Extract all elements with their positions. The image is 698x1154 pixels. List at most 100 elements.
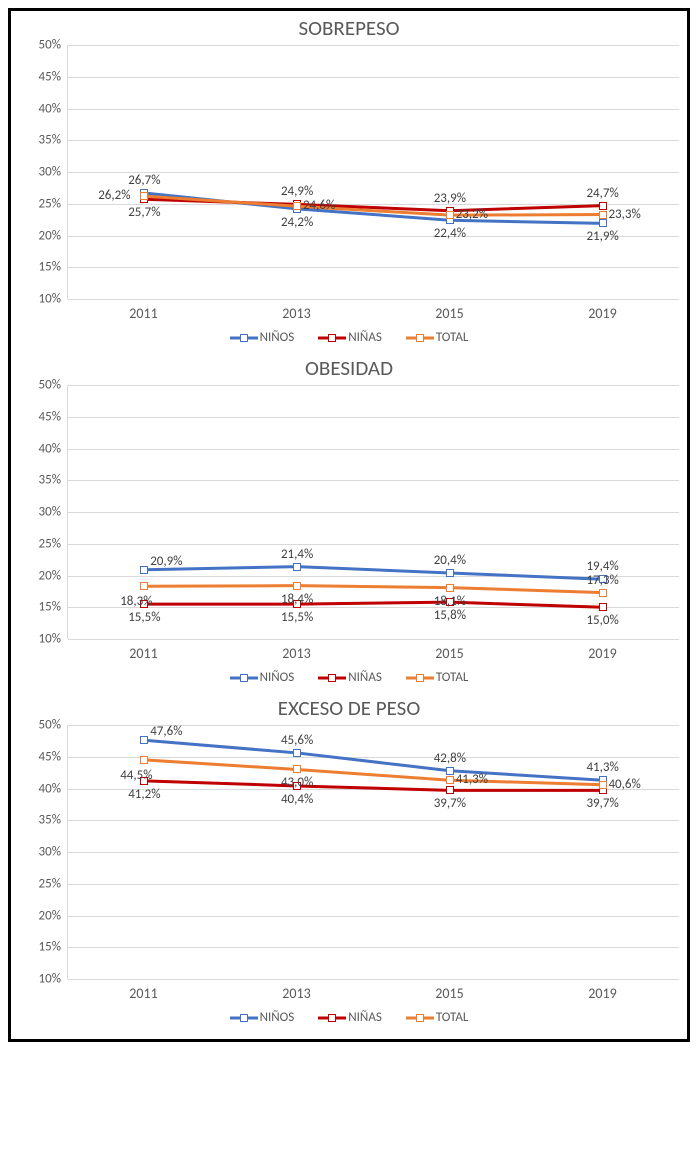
marker-ninos: [293, 205, 301, 213]
chart-frame: SOBREPESO10%15%20%25%30%35%40%45%50%26,7…: [8, 8, 690, 1042]
legend: NIÑOSNIÑASTOTAL: [19, 662, 679, 689]
plot-area: 47,6%45,6%42,8%41,3%41,2%40,4%39,7%39,7%…: [67, 725, 679, 979]
data-label-total: 26,2%: [98, 188, 130, 203]
grid-line: [68, 916, 679, 917]
marker-ninos: [293, 749, 301, 757]
data-label-ninas: 24,7%: [586, 186, 618, 201]
marker-ninos: [140, 189, 148, 197]
legend-item-ninas: NIÑAS: [318, 1010, 382, 1025]
marker-ninas: [446, 207, 454, 215]
data-label-total: 23,2%: [456, 207, 488, 222]
data-label-ninos: 21,9%: [586, 229, 618, 244]
data-label-ninas: 24,9%: [281, 184, 313, 199]
legend-item-total: TOTAL: [406, 1010, 469, 1025]
x-tick: 2015: [373, 645, 526, 662]
data-label-ninos: 19,4%: [586, 559, 618, 574]
y-tick: 15%: [39, 600, 61, 615]
grid-line: [68, 267, 679, 268]
grid-line: [68, 512, 679, 513]
x-tick: 2019: [526, 305, 679, 322]
grid-line: [68, 385, 679, 386]
y-axis: 10%15%20%25%30%35%40%45%50%: [19, 385, 67, 639]
grid-line: [68, 757, 679, 758]
chart-title: OBESIDAD: [19, 355, 679, 381]
grid-line: [68, 172, 679, 173]
chart-obesidad: OBESIDAD10%15%20%25%30%35%40%45%50%20,9%…: [19, 355, 679, 689]
data-label-ninos: 41,3%: [586, 760, 618, 775]
grid-line: [68, 77, 679, 78]
marker-total: [599, 781, 607, 789]
x-tick: 2015: [373, 305, 526, 322]
y-tick: 40%: [39, 781, 61, 796]
marker-ninos: [446, 216, 454, 224]
grid-line: [68, 607, 679, 608]
y-tick: 25%: [39, 196, 61, 211]
plot-wrap: 10%15%20%25%30%35%40%45%50%20,9%21,4%20,…: [19, 381, 679, 639]
y-tick: 30%: [39, 505, 61, 520]
legend-item-ninas: NIÑAS: [318, 330, 382, 345]
legend-swatch: [230, 1014, 258, 1022]
marker-total: [446, 211, 454, 219]
y-tick: 45%: [39, 69, 61, 84]
y-tick: 20%: [39, 568, 61, 583]
y-tick: 25%: [39, 876, 61, 891]
grid-line: [68, 544, 679, 545]
data-label-total: 44,5%: [120, 768, 152, 783]
data-label-ninos: 24,2%: [281, 215, 313, 230]
data-label-ninos: 20,9%: [150, 554, 182, 569]
marker-ninos: [140, 566, 148, 574]
plot-wrap: 10%15%20%25%30%35%40%45%50%47,6%45,6%42,…: [19, 721, 679, 979]
y-axis: 10%15%20%25%30%35%40%45%50%: [19, 45, 67, 299]
data-label-ninas: 40,4%: [281, 792, 313, 807]
marker-total: [599, 589, 607, 597]
x-tick: 2015: [373, 985, 526, 1002]
marker-total: [293, 582, 301, 590]
y-tick: 35%: [39, 473, 61, 488]
marker-ninos: [293, 563, 301, 571]
marker-total: [446, 584, 454, 592]
x-axis: 2011201320152019: [67, 639, 679, 662]
legend-swatch: [318, 674, 346, 682]
data-label-ninos: 47,6%: [150, 724, 182, 739]
legend-label: NIÑAS: [348, 330, 382, 345]
data-label-ninos: 20,4%: [434, 553, 466, 568]
data-label-ninos: 21,4%: [281, 547, 313, 562]
y-tick: 30%: [39, 845, 61, 860]
legend-swatch: [406, 674, 434, 682]
grid-line: [68, 109, 679, 110]
chart-sobrepeso: SOBREPESO10%15%20%25%30%35%40%45%50%26,7…: [19, 15, 679, 349]
grid-line: [68, 884, 679, 885]
y-tick: 40%: [39, 441, 61, 456]
chart-exceso: EXCESO DE PESO10%15%20%25%30%35%40%45%50…: [19, 695, 679, 1029]
legend-item-ninas: NIÑAS: [318, 670, 382, 685]
grid-line: [68, 820, 679, 821]
data-label-ninos: 22,4%: [434, 226, 466, 241]
legend-label: NIÑOS: [260, 330, 295, 345]
legend-swatch: [406, 1014, 434, 1022]
legend-item-ninos: NIÑOS: [230, 330, 295, 345]
grid-line: [68, 299, 679, 300]
grid-line: [68, 449, 679, 450]
marker-total: [140, 582, 148, 590]
x-tick: 2013: [220, 645, 373, 662]
y-tick: 25%: [39, 536, 61, 551]
x-axis: 2011201320152019: [67, 979, 679, 1002]
data-label-ninas: 15,5%: [281, 610, 313, 625]
grid-line: [68, 45, 679, 46]
marker-total: [599, 211, 607, 219]
data-label-ninas: 39,7%: [586, 796, 618, 811]
legend-swatch: [318, 1014, 346, 1022]
plot-wrap: 10%15%20%25%30%35%40%45%50%26,7%24,2%22,…: [19, 41, 679, 299]
marker-total: [140, 192, 148, 200]
marker-ninos: [446, 767, 454, 775]
grid-line: [68, 639, 679, 640]
legend-swatch: [230, 334, 258, 342]
y-tick: 15%: [39, 940, 61, 955]
y-tick: 45%: [39, 409, 61, 424]
legend-label: NIÑOS: [260, 1010, 295, 1025]
y-tick: 50%: [39, 38, 61, 53]
grid-line: [68, 236, 679, 237]
marker-ninas: [140, 777, 148, 785]
data-label-total: 18,4%: [281, 592, 313, 607]
y-axis: 10%15%20%25%30%35%40%45%50%: [19, 725, 67, 979]
